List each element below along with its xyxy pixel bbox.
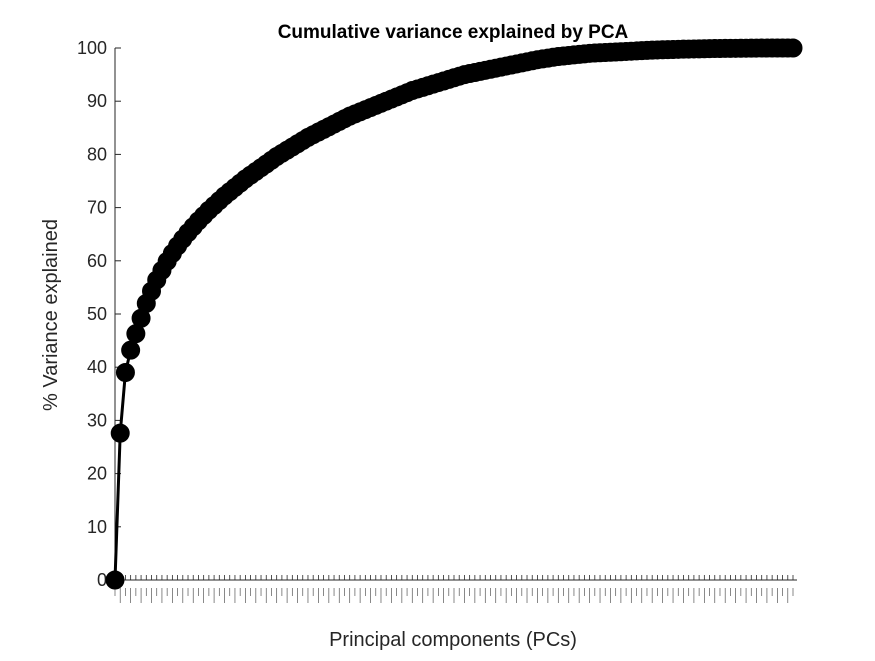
y-tick-label: 20	[87, 464, 107, 484]
y-tick-label: 30	[87, 410, 107, 430]
y-tick-label: 100	[77, 38, 107, 58]
x-axis-label: Principal components (PCs)	[329, 629, 577, 651]
y-tick-label: 80	[87, 144, 107, 164]
series-cumulative-variance	[105, 38, 803, 590]
y-axis-label: % Variance explained	[40, 219, 62, 411]
y-tick-label: 10	[87, 517, 107, 537]
x-ticks	[114, 575, 794, 603]
y-ticks: 0 10 20 30 40 50 60 70 80 90 100	[77, 38, 121, 590]
chart-title: Cumulative variance explained by PCA	[278, 22, 629, 43]
data-point	[110, 423, 130, 443]
y-tick-label: 0	[97, 570, 107, 590]
data-point	[115, 363, 135, 383]
y-tick-label: 60	[87, 251, 107, 271]
y-tick-label: 70	[87, 198, 107, 218]
data-point	[121, 340, 141, 360]
y-tick-label: 50	[87, 304, 107, 324]
data-point	[783, 38, 803, 58]
data-point	[105, 570, 125, 590]
y-tick-label: 90	[87, 91, 107, 111]
y-tick-label: 40	[87, 357, 107, 377]
